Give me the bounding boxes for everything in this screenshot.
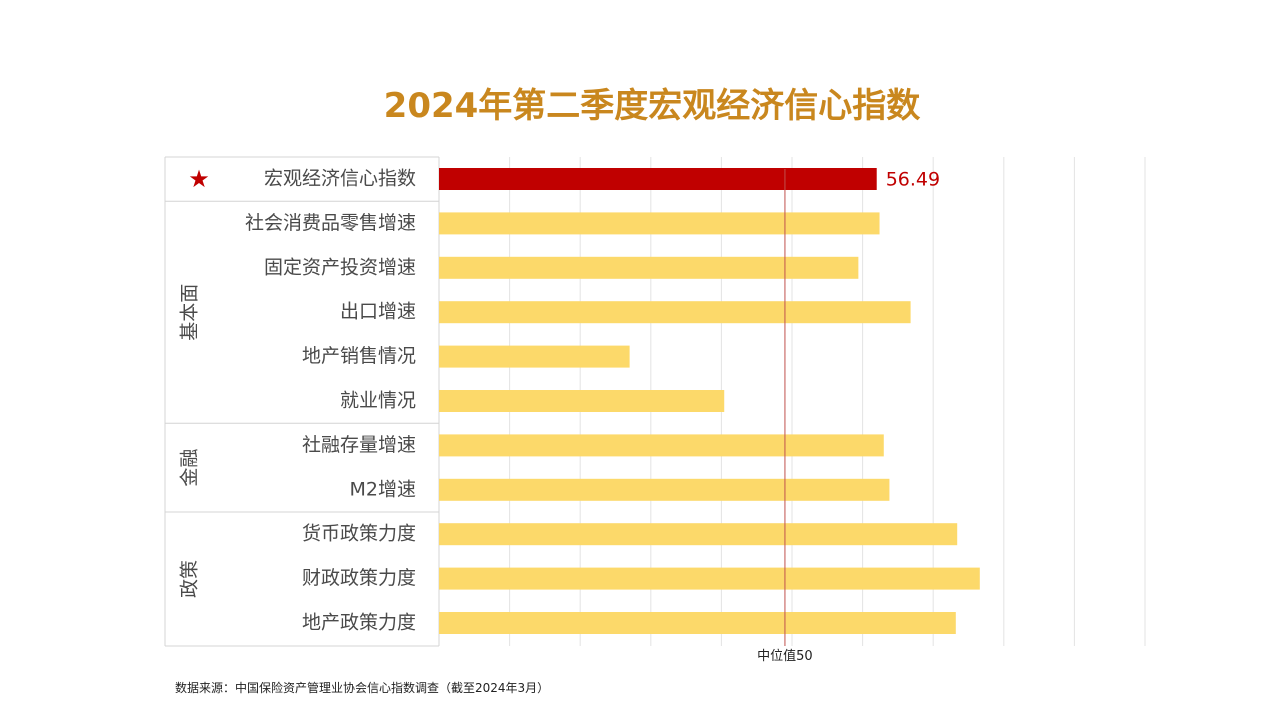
category-label: M2增速 [350, 478, 416, 500]
category-label: 货币政策力度 [302, 523, 416, 545]
bar [439, 256, 859, 279]
bar [439, 390, 725, 412]
category-label: 社融存量增速 [302, 434, 416, 456]
category-label: 出口增速 [340, 301, 416, 323]
bar [439, 612, 956, 634]
bar [439, 567, 980, 590]
bar [439, 523, 958, 546]
category-label: 地产政策力度 [302, 612, 416, 634]
bar [439, 434, 884, 457]
category-label: 就业情况 [340, 390, 416, 412]
star-icon: ★ [188, 165, 210, 193]
category-label: 固定资产投资增速 [264, 256, 416, 278]
bar-highlight [439, 168, 877, 190]
group-label-3: 政策 [179, 560, 201, 598]
bar [439, 301, 911, 324]
bar [439, 212, 880, 235]
bar [439, 345, 630, 368]
category-label: 宏观经济信心指数 [264, 168, 416, 190]
median-label: 中位值50 [757, 648, 813, 664]
chart-title: 2024年第二季度宏观经济信心指数 [383, 86, 921, 126]
reference-layer: 中位值50 [757, 169, 813, 664]
category-label: 财政政策力度 [302, 567, 416, 589]
category-label: 地产销售情况 [302, 345, 416, 367]
category-label: 社会消费品零售增速 [245, 212, 416, 234]
group-label-2: 金融 [179, 449, 201, 487]
group-label-1: 基本面 [179, 284, 201, 341]
value-label: 56.49 [886, 169, 940, 191]
source-note: 数据来源：中国保险资产管理业协会信心指数调查（截至2024年3月） [175, 681, 550, 695]
bars [439, 168, 980, 634]
bar [439, 478, 890, 501]
